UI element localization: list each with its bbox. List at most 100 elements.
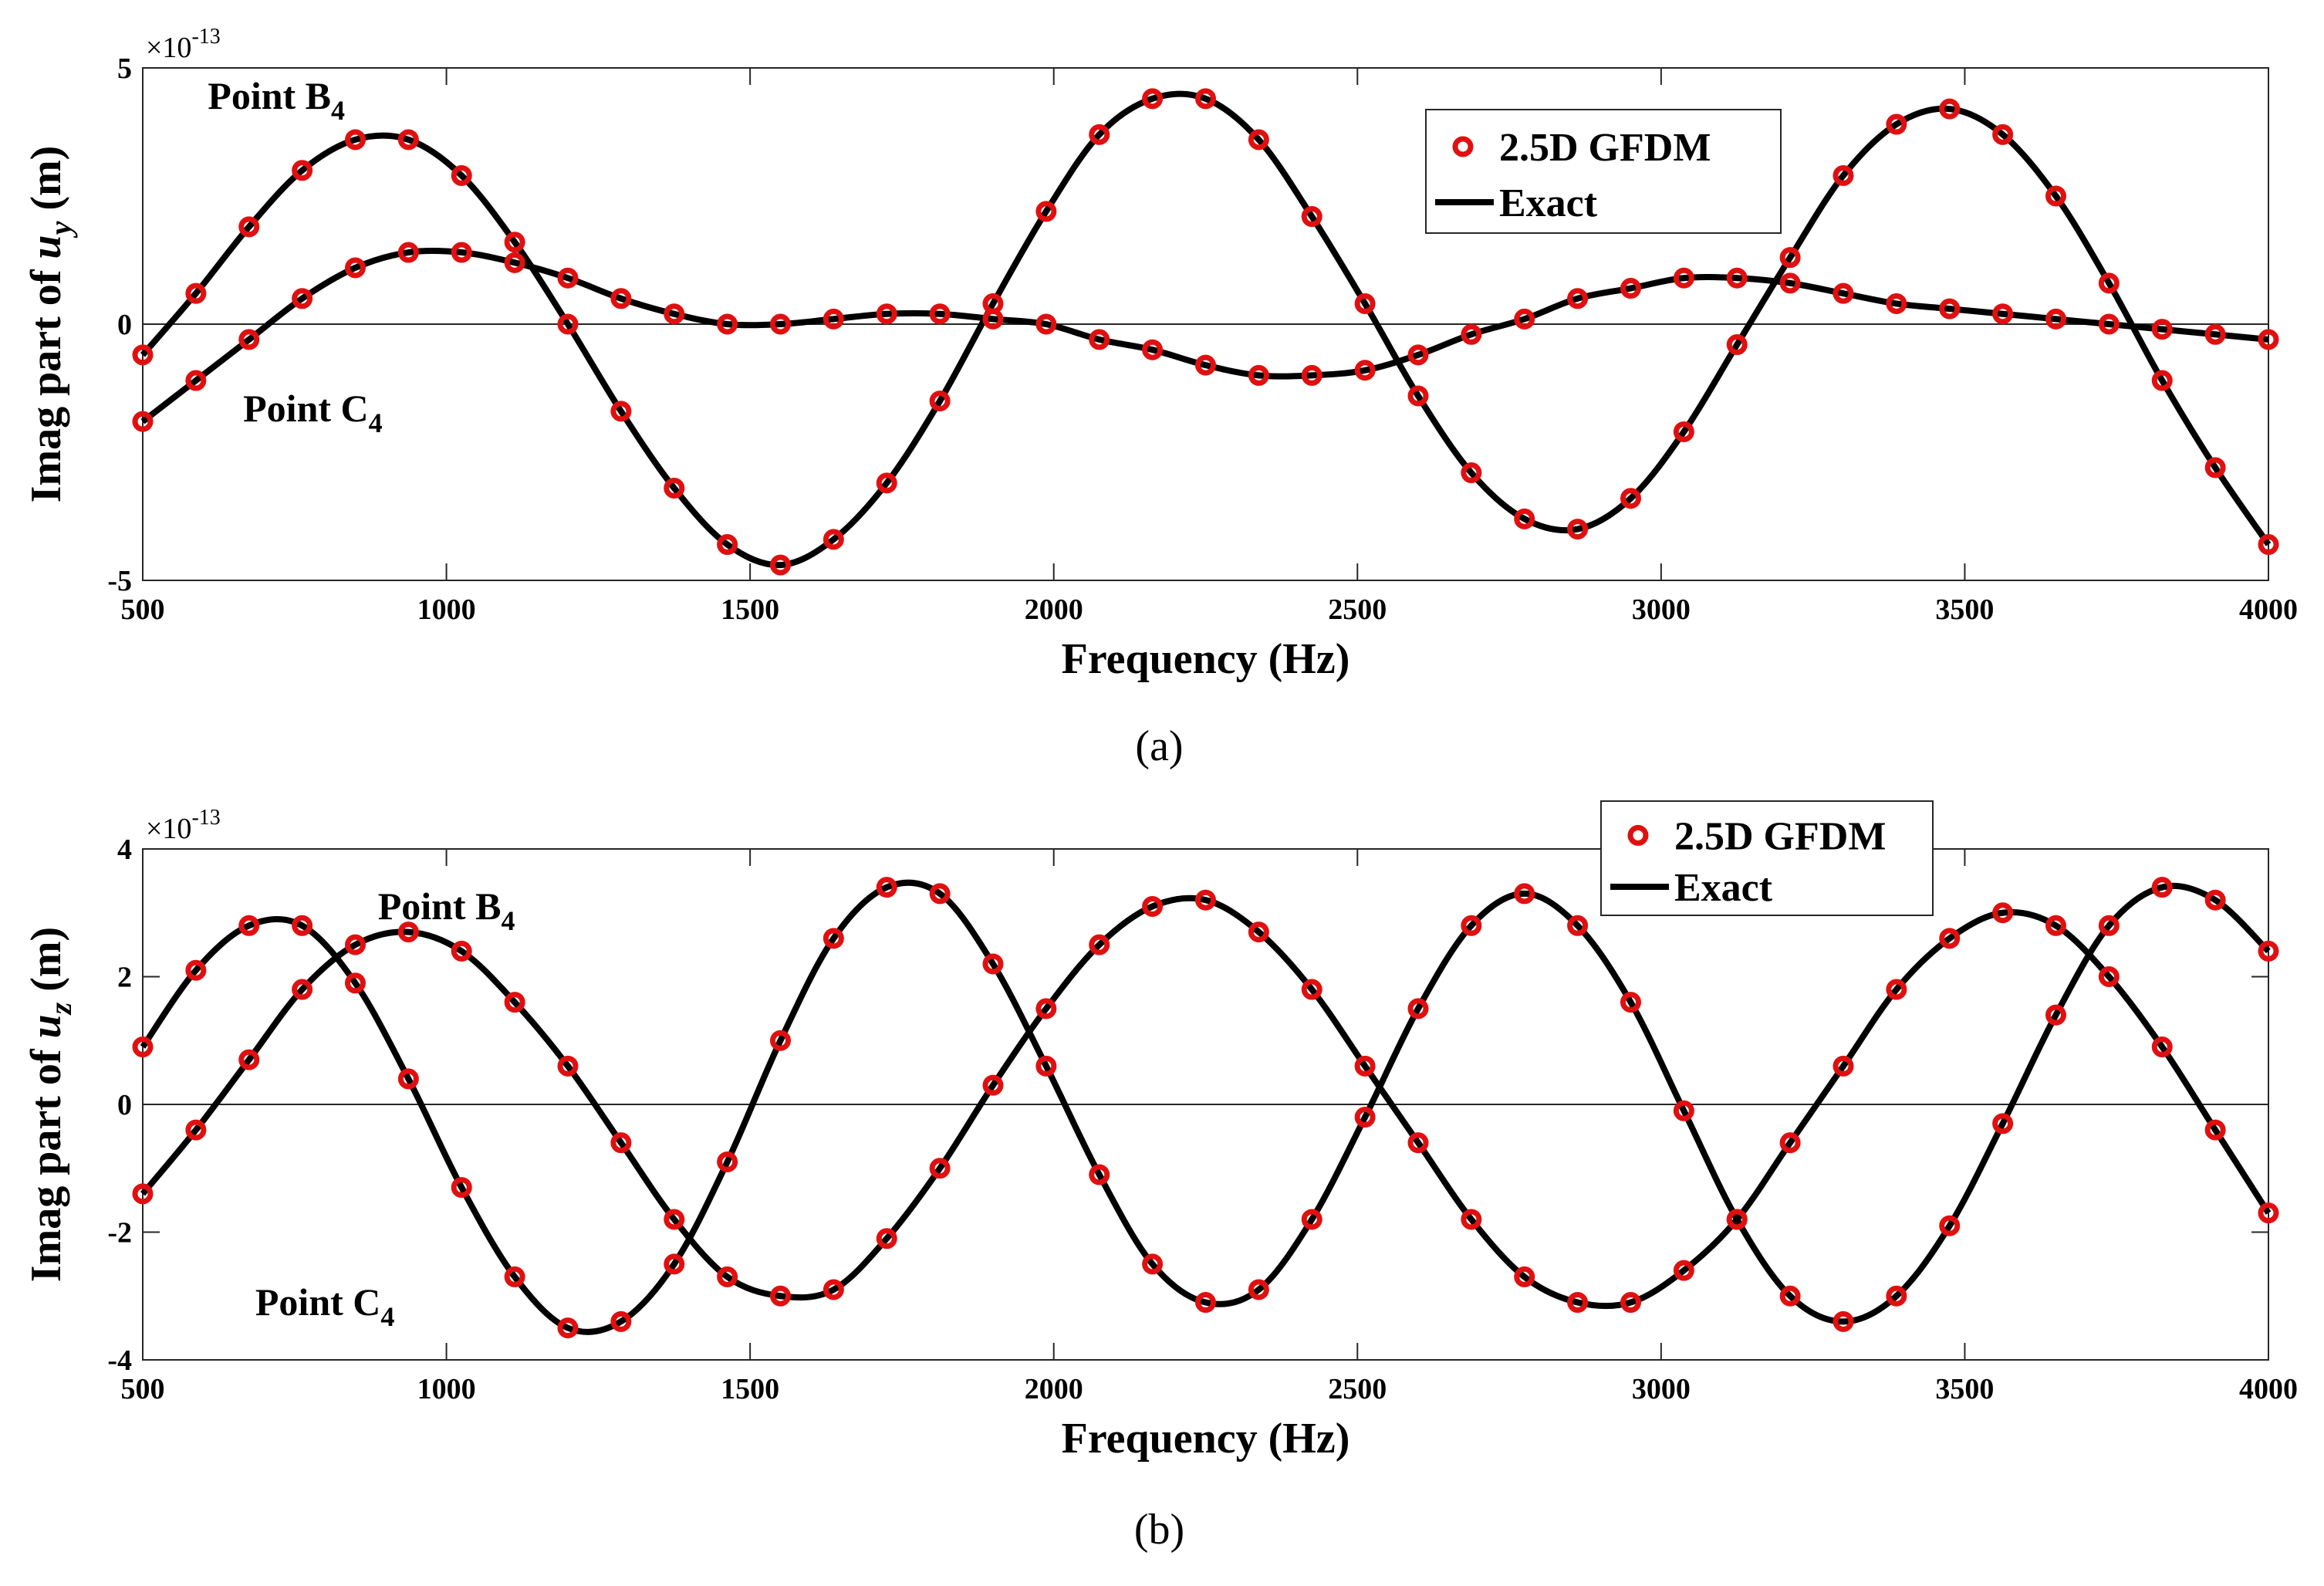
data-point-b4: [2045, 915, 2066, 936]
data-point-b4: [1248, 922, 1269, 943]
data-point-c4: [717, 1151, 738, 1172]
data-point-c4: [1142, 339, 1164, 360]
x-tick-label: 1500: [721, 1373, 779, 1405]
data-point-c4: [610, 288, 632, 309]
data-point-b4: [1673, 421, 1694, 442]
x-tick-label: 3000: [1632, 593, 1691, 626]
data-point-c4: [1089, 329, 1110, 350]
y-axis-label: Imag part of uz (m): [22, 927, 78, 1282]
data-point-c4: [1354, 360, 1376, 381]
data-point-c4: [292, 288, 313, 309]
annotation-sub: 4: [380, 1301, 394, 1332]
data-point-c4: [238, 915, 260, 936]
data-point-c4: [717, 313, 738, 335]
x-tick-label: 500: [121, 593, 165, 626]
data-point-c4: [1939, 298, 1961, 320]
data-point-b4: [1195, 88, 1216, 110]
legend-marker-icon: [1452, 136, 1474, 157]
x-tick-label: 1500: [721, 593, 779, 626]
x-tick-label: 3000: [1632, 1373, 1691, 1405]
data-point-c4: [185, 959, 207, 981]
data-point-c4: [557, 1317, 579, 1339]
annotation-point-b4: Point B4: [378, 884, 515, 936]
data-point-c4: [982, 308, 1004, 330]
data-point-c4: [770, 1030, 791, 1051]
data-point-b4: [1461, 1209, 1482, 1230]
data-point-b4: [1035, 201, 1057, 222]
data-point-c4: [770, 313, 791, 335]
legend-label-gfdm: 2.5D GFDM: [1499, 126, 1711, 170]
x-tick-label: 4000: [2239, 593, 2298, 626]
data-point-b4: [1142, 88, 1164, 110]
data-point-b4: [1939, 928, 1961, 949]
y-label-prefix: Imag part of: [22, 1038, 70, 1282]
data-point-b4: [2098, 966, 2120, 987]
data-point-b4: [1567, 1292, 1589, 1314]
x-axis-label: Frequency (Hz): [1062, 635, 1350, 683]
data-point-c4: [1673, 1100, 1694, 1121]
data-point-c4: [1248, 364, 1269, 386]
data-point-c4: [1354, 1107, 1376, 1128]
data-point-b4: [504, 232, 525, 253]
data-point-c4: [823, 928, 844, 949]
data-point-b4: [185, 1119, 207, 1141]
data-point-c4: [2258, 940, 2279, 962]
data-point-b4: [1301, 979, 1322, 1000]
data-point-b4: [876, 472, 897, 494]
data-point-b4: [2258, 1202, 2279, 1224]
data-point-c4: [876, 303, 897, 325]
data-point-c4: [1301, 1209, 1322, 1230]
annotation-sub: 4: [331, 95, 345, 126]
exponent-base: ×10: [146, 813, 191, 845]
data-point-c4: [610, 1310, 632, 1332]
data-point-c4: [1035, 1055, 1057, 1077]
data-point-b4: [1833, 164, 1854, 186]
data-point-c4: [1726, 267, 1748, 289]
data-point-c4: [2258, 329, 2279, 350]
data-point-c4: [1620, 278, 1641, 299]
y-label-sub: z: [43, 1002, 78, 1016]
data-point-c4: [2098, 915, 2120, 936]
y-tick-label: -5: [107, 565, 132, 597]
data-point-b4: [929, 1158, 951, 1179]
axis-exponent: ×10-13: [146, 806, 221, 845]
y-label-suffix: (m): [22, 146, 70, 221]
data-point-c4: [664, 1253, 685, 1275]
data-point-b4: [664, 1209, 685, 1230]
annotation-point-c4: Point C4: [255, 1280, 394, 1332]
data-point-c4: [345, 972, 366, 994]
y-axis-label: Imag part of uy (m): [22, 146, 78, 503]
data-point-b4: [185, 282, 207, 304]
data-point-b4: [1620, 1292, 1641, 1314]
data-point-b4: [2204, 457, 2226, 479]
data-point-c4: [2151, 319, 2173, 340]
data-point-b4: [1779, 1132, 1801, 1154]
data-point-b4: [1301, 206, 1322, 228]
data-point-b4: [1461, 462, 1482, 484]
data-point-c4: [1514, 883, 1535, 905]
legend: 2.5D GFDM Exact: [1600, 800, 1934, 916]
data-point-b4: [132, 344, 154, 366]
x-tick-label: 1000: [417, 593, 476, 626]
data-point-c4: [1035, 313, 1057, 335]
data-point-c4: [504, 1266, 525, 1287]
x-tick-label: 4000: [2239, 1373, 2298, 1405]
data-point-b4: [238, 216, 260, 238]
data-point-b4: [1992, 902, 2014, 924]
data-point-b4: [823, 529, 844, 550]
data-point-c4: [1886, 293, 1907, 314]
data-point-b4: [292, 160, 313, 181]
data-point-b4: [557, 313, 579, 335]
exponent-power: -13: [191, 806, 220, 830]
data-point-b4: [1407, 385, 1429, 407]
legend-label-gfdm: 2.5D GFDM: [1674, 814, 1886, 858]
data-point-b4: [1089, 934, 1110, 955]
data-point-b4: [504, 992, 525, 1013]
y-label-var: u: [22, 235, 70, 259]
data-point-b4: [557, 1055, 579, 1077]
exponent-power: -13: [191, 25, 220, 49]
data-point-b4: [770, 554, 791, 576]
data-point-c4: [2045, 1004, 2066, 1026]
data-point-c4: [1142, 1253, 1164, 1275]
